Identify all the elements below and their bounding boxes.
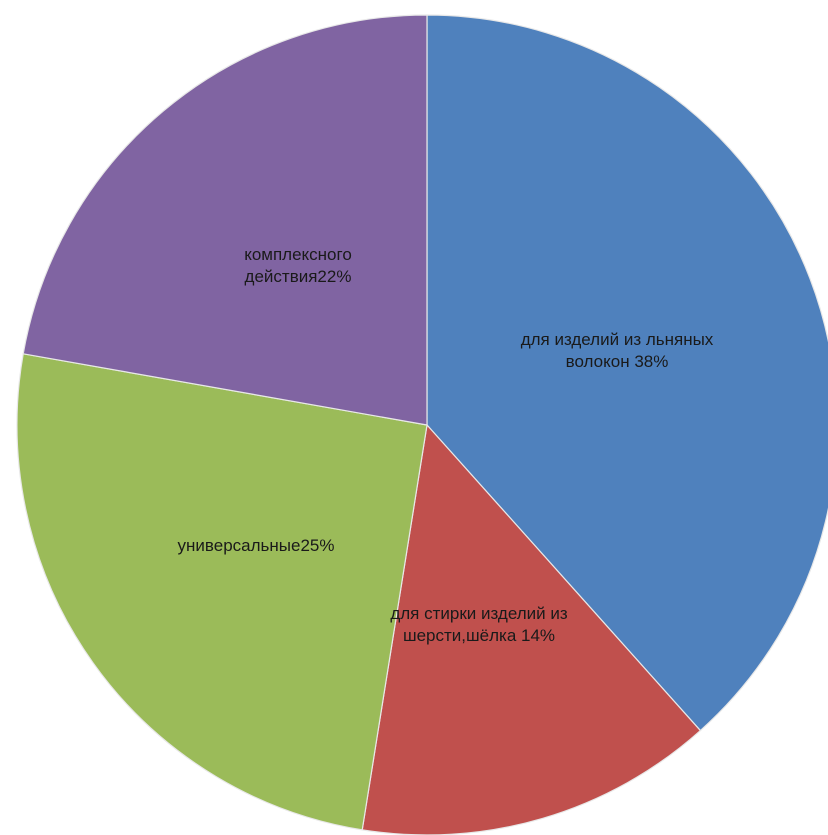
pie-slice-label-line: действия22% xyxy=(245,267,352,286)
pie-slices xyxy=(16,14,828,835)
pie-slice-label-line: универсальные25% xyxy=(178,536,335,555)
pie-slice-label-line: волокон 38% xyxy=(566,352,669,371)
pie-slice-label-line: шерсти,шёлка 14% xyxy=(403,626,555,645)
pie-slice-3 xyxy=(22,14,428,426)
pie-slice-label-3: комплексного действия22% xyxy=(244,245,352,286)
pie-slice-1 xyxy=(361,423,702,835)
pie-slice-label-0: для изделий из льняных волокон 38% xyxy=(521,330,714,371)
pie-labels: для изделий из льняных волокон 38% для сти… xyxy=(178,245,714,645)
pie-slice-0 xyxy=(426,14,828,732)
pie-slice-label-2: универсальные25% xyxy=(178,536,335,555)
pie-slice-label-line: для изделий из льняных xyxy=(521,330,714,349)
pie-slice-label-line: комплексного xyxy=(244,245,352,264)
pie-slice-label-1: для стирки изделий из шерсти,шёлка 14% xyxy=(390,604,568,645)
pie-slice-label-line: для стирки изделий из xyxy=(390,604,568,623)
pie-slice-2 xyxy=(16,353,428,831)
